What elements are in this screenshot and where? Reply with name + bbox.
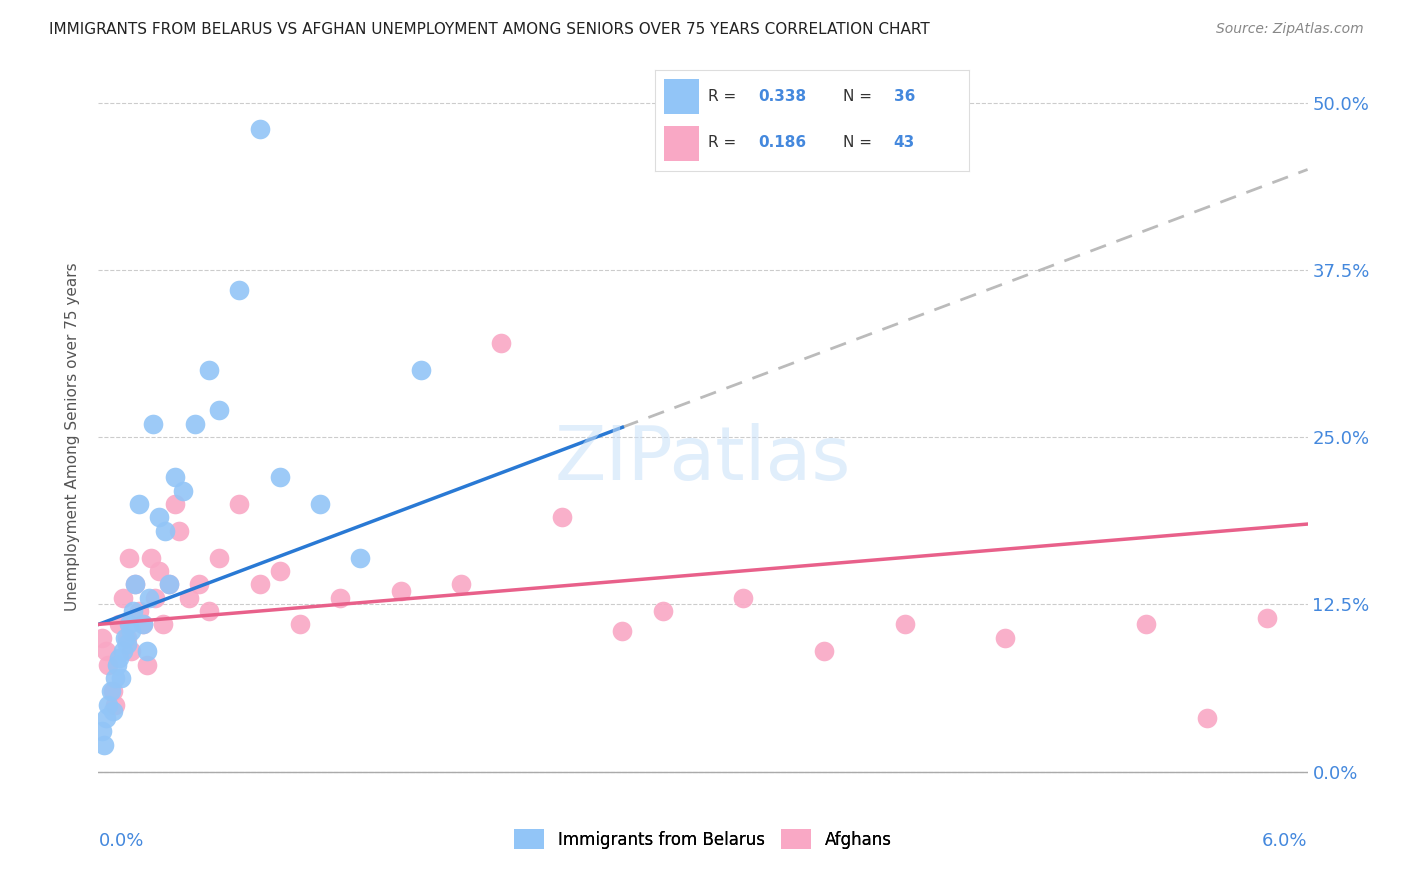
Point: [172, 483, 194, 498]
Text: IMMIGRANTS FROM BELARUS VS AFGHAN UNEMPLOYMENT AMONG SENIORS OVER 75 YEARS CORRE: IMMIGRANTS FROM BELARUS VS AFGHAN UNEMPL…: [49, 22, 929, 37]
Point: [288, 617, 311, 632]
Point: [249, 122, 271, 136]
Point: [163, 497, 186, 511]
Point: [208, 550, 231, 565]
Point: [157, 577, 180, 591]
Point: [148, 510, 170, 524]
Point: [309, 497, 332, 511]
Point: [107, 651, 129, 665]
Point: [157, 577, 180, 591]
Point: [97, 657, 120, 672]
Point: [208, 403, 231, 417]
Point: [184, 417, 207, 431]
Point: [121, 604, 143, 618]
Point: [115, 631, 138, 645]
Text: Source: ZipAtlas.com: Source: ZipAtlas.com: [1216, 22, 1364, 37]
Legend: Immigrants from Belarus, Afghans: Immigrants from Belarus, Afghans: [508, 822, 898, 855]
Point: [893, 617, 915, 632]
Point: [269, 470, 291, 484]
Point: [103, 671, 125, 685]
Point: [1256, 611, 1278, 625]
Point: [118, 617, 141, 632]
Point: [651, 604, 673, 618]
Point: [97, 698, 120, 712]
Point: [198, 604, 221, 618]
Point: [389, 583, 412, 598]
Point: [179, 591, 201, 605]
Text: 6.0%: 6.0%: [1263, 831, 1308, 850]
Point: [329, 591, 352, 605]
Point: [96, 711, 118, 725]
Text: 0.0%: 0.0%: [98, 831, 143, 850]
Point: [111, 591, 134, 605]
Point: [148, 564, 170, 578]
Y-axis label: Unemployment Among Seniors over 75 years: Unemployment Among Seniors over 75 years: [65, 263, 80, 611]
Point: [163, 470, 186, 484]
Point: [143, 591, 166, 605]
Point: [115, 637, 138, 651]
Point: [124, 577, 146, 591]
Point: [349, 550, 371, 565]
Point: [188, 577, 211, 591]
Point: [120, 644, 142, 658]
Point: [228, 283, 250, 297]
Point: [120, 624, 142, 639]
Point: [132, 617, 155, 632]
Point: [124, 577, 146, 591]
Point: [93, 738, 115, 752]
Point: [733, 591, 755, 605]
Point: [142, 417, 165, 431]
Point: [167, 524, 190, 538]
Point: [551, 510, 574, 524]
Point: [128, 497, 150, 511]
Point: [994, 631, 1017, 645]
Point: [132, 617, 155, 632]
Point: [100, 684, 122, 698]
Point: [139, 550, 162, 565]
Point: [152, 617, 174, 632]
Point: [612, 624, 634, 639]
Text: ZIPatlas: ZIPatlas: [555, 423, 851, 496]
Point: [1195, 711, 1218, 725]
Point: [269, 564, 291, 578]
Point: [110, 671, 132, 685]
Point: [228, 497, 250, 511]
Point: [101, 705, 124, 719]
Point: [135, 657, 157, 672]
Point: [450, 577, 472, 591]
Point: [813, 644, 835, 658]
Point: [107, 617, 129, 632]
Point: [91, 724, 114, 739]
Point: [103, 698, 125, 712]
Point: [114, 631, 136, 645]
Point: [198, 363, 221, 377]
Point: [111, 644, 134, 658]
Point: [135, 644, 157, 658]
Point: [491, 336, 513, 351]
Point: [138, 591, 160, 605]
Point: [1135, 617, 1157, 632]
Point: [153, 524, 176, 538]
Point: [91, 631, 114, 645]
Point: [96, 644, 118, 658]
Point: [128, 604, 150, 618]
Point: [118, 550, 141, 565]
Point: [101, 684, 124, 698]
Point: [105, 657, 128, 672]
Point: [249, 577, 271, 591]
Point: [409, 363, 432, 377]
